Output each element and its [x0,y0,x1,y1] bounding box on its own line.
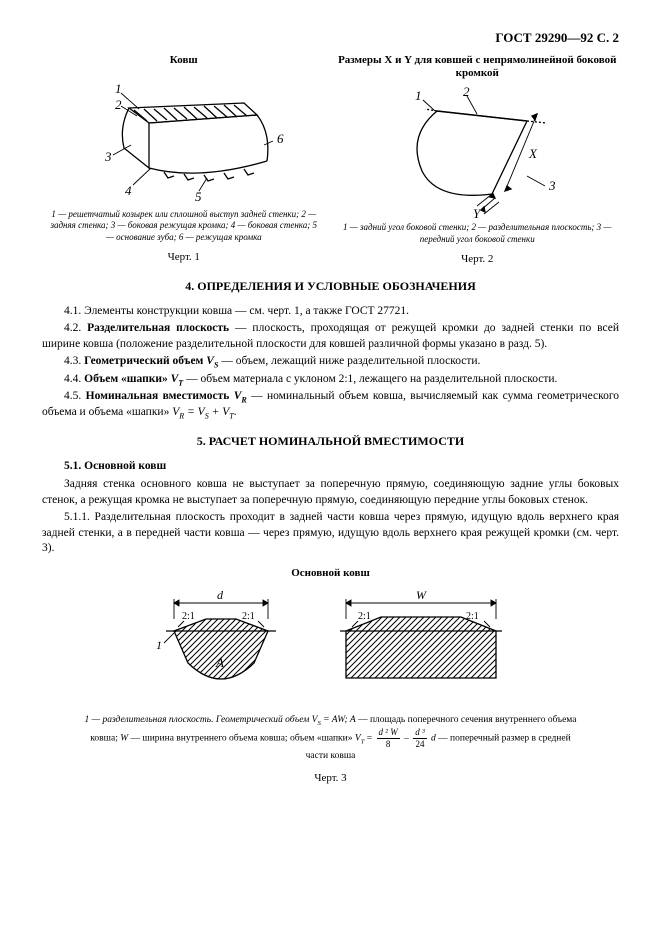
page: ГОСТ 29290—92 С. 2 Ковш [0,0,661,936]
svg-text:2:1: 2:1 [242,611,255,622]
svg-text:6: 6 [277,131,284,146]
figure-3-row: d 2:1 2:1 A 1 [42,583,619,703]
svg-text:3: 3 [548,178,556,193]
section-5-title: 5. РАСЧЕТ НОМИНАЛЬНОЙ ВМЕСТИМОСТИ [42,434,619,449]
fraction-2: d ³24 [413,728,426,749]
side-view-icon: W 2:1 2:1 [326,583,516,703]
figure-1-title: Ковш [42,54,326,67]
side-profile-icon: 1 2 3 X Y [377,86,577,216]
p-4-2: 4.2. Разделительная плоскость — плоскост… [42,321,619,352]
p-4-4: 4.4. Объем «шапки» VT — объем материала … [42,372,619,388]
figure-2: Размеры X и Y для ковшей с непрямолинейн… [336,54,620,265]
figure-3-title: Основной ковш [42,567,619,579]
svg-text:3: 3 [104,149,112,164]
sub-5-1: 5.1. Основной ковш [42,459,619,475]
bucket-icon: 1 2 3 4 5 6 [79,73,289,203]
section-4-body: 4.1. Элементы конструкции ковша — см. че… [42,304,619,421]
svg-text:2:1: 2:1 [466,611,479,622]
section-4-title: 4. ОПРЕДЕЛЕНИЯ И УСЛОВНЫЕ ОБОЗНАЧЕНИЯ [42,279,619,294]
p-4-1: 4.1. Элементы конструкции ковша — см. че… [42,304,619,320]
section-5-body: 5.1. Основной ковш Задняя стенка основно… [42,459,619,556]
svg-text:2:1: 2:1 [358,611,371,622]
figure-1-image: 1 2 3 4 5 6 [42,73,326,203]
figure-1: Ковш [42,54,326,265]
p-4-3: 4.3. Геометрический объем VS — объем, ле… [42,354,619,370]
svg-text:5: 5 [195,189,202,204]
svg-text:W: W [416,588,427,602]
svg-text:A: A [215,655,224,670]
figure-2-title: Размеры X и Y для ковшей с непрямолинейн… [336,54,620,80]
p-4-5: 4.5. Номинальная вместимость VR — номина… [42,389,619,420]
svg-text:d: d [217,588,224,602]
figure-1-label: Черт. 1 [42,251,326,263]
p-5-1-1: 5.1.1. Разделительная плоскость проходит… [42,510,619,557]
p-5-1: Задняя стенка основного ковша не выступа… [42,477,619,508]
svg-text:Y: Y [473,206,482,221]
svg-text:2: 2 [463,84,470,99]
svg-text:4: 4 [125,183,132,198]
svg-text:1: 1 [156,638,162,652]
figure-2-label: Черт. 2 [336,253,620,265]
cross-section-icon: d 2:1 2:1 A 1 [146,583,296,703]
svg-text:2: 2 [115,97,122,112]
svg-text:1: 1 [115,81,122,96]
fraction-1: d ² W8 [377,728,400,749]
figure-3-label: Черт. 3 [42,772,619,784]
figure-3-caption: 1 — разделительная плоскость. Геометриче… [42,713,619,764]
svg-text:2:1: 2:1 [182,611,195,622]
figures-top-row: Ковш [42,54,619,265]
svg-text:1: 1 [415,88,422,103]
page-header: ГОСТ 29290—92 С. 2 [42,30,619,46]
figure-2-caption: 1 — задний угол боковой стенки; 2 — разд… [336,222,620,245]
svg-text:X: X [528,146,538,161]
figure-1-caption: 1 — решетчатый козырек или сплошной выст… [42,209,326,243]
figure-2-image: 1 2 3 X Y [336,86,620,216]
